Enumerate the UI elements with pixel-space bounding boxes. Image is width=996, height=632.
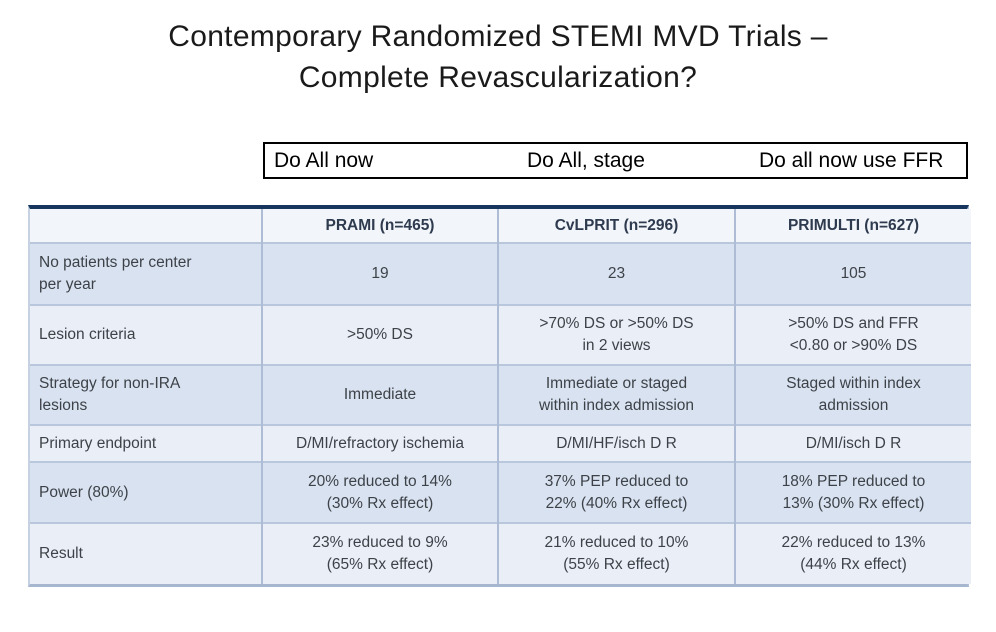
table-cell: 20% reduced to 14% (30% Rx effect) [261,461,498,523]
table-cell: D/MI/isch D R [734,424,971,462]
header-row: PRAMI (n=465) CvLPRIT (n=296) PRIMULTI (… [30,209,971,243]
row-label-result: Result [30,522,262,584]
slide-title-line1: Contemporary Randomized STEMI MVD Trials… [168,20,828,53]
table-row-primary-endpoint: Primary endpoint D/MI/refractory ischemi… [30,424,971,462]
table-cell: 19 [261,242,498,305]
annotation-do-all-now-use-ffr: Do all now use FFR [759,148,944,172]
row-label-power: Power (80%) [30,461,262,523]
column-header-cvlprit: CvLPRIT (n=296) [497,209,735,243]
table-cell: Immediate [261,364,498,425]
table-cell: 37% PEP reduced to 22% (40% Rx effect) [497,461,735,523]
table-cell: 23 [497,242,735,305]
table-row-power: Power (80%) 20% reduced to 14% (30% Rx e… [30,461,971,523]
table-cell: Immediate or staged within index admissi… [497,364,735,425]
table-cell: 105 [734,242,971,305]
slide-title-line2: Complete Revascularization? [298,61,698,94]
table-row-result: Result 23% reduced to 9% (65% Rx effect)… [30,522,971,584]
table-row-patients-per-center: No patients per center per year 19 23 10… [30,242,971,305]
table-cell: Staged within index admission [734,364,971,425]
table-cell: 22% reduced to 13% (44% Rx effect) [734,522,971,584]
table-cell: D/MI/HF/isch D R [497,424,735,462]
trials-comparison-table: PRAMI (n=465) CvLPRIT (n=296) PRIMULTI (… [28,205,971,587]
annotation-do-all-now: Do All now [274,148,374,172]
annotation-box: Do All now Do All, stage Do all now use … [263,142,968,179]
table-row-strategy-non-ira: Strategy for non-IRA lesions Immediate I… [30,364,971,425]
slide-title: Contemporary Randomized STEMI MVD Trials… [0,16,996,98]
annotation-do-all-stage: Do All, stage [527,148,645,172]
table-cell: >50% DS [261,304,498,365]
table-row-lesion-criteria: Lesion criteria >50% DS >70% DS or >50% … [30,304,971,365]
row-label-patients-per-center: No patients per center per year [30,242,262,305]
row-label-lesion-criteria: Lesion criteria [30,304,262,365]
row-label-strategy-non-ira: Strategy for non-IRA lesions [30,364,262,425]
column-header-prami: PRAMI (n=465) [261,209,498,243]
table-cell: D/MI/refractory ischemia [261,424,498,462]
column-header-primulti: PRIMULTI (n=627) [734,209,971,243]
table-cell: >50% DS and FFR <0.80 or >90% DS [734,304,971,365]
table-cell: 18% PEP reduced to 13% (30% Rx effect) [734,461,971,523]
header-empty-cell [30,209,262,243]
row-label-primary-endpoint: Primary endpoint [30,424,262,462]
table: PRAMI (n=465) CvLPRIT (n=296) PRIMULTI (… [30,209,971,584]
table-cell: 23% reduced to 9% (65% Rx effect) [261,522,498,584]
table-cell: >70% DS or >50% DS in 2 views [497,304,735,365]
table-cell: 21% reduced to 10% (55% Rx effect) [497,522,735,584]
